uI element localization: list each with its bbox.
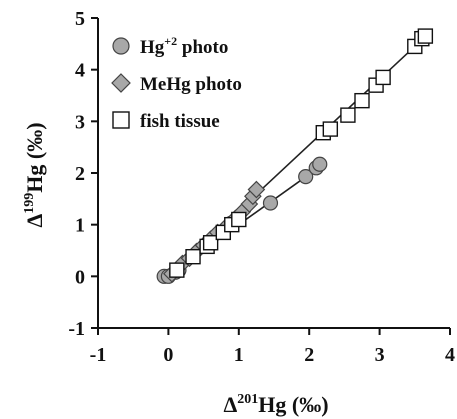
x-tick-label: -1 [90, 344, 107, 366]
square-point [354, 92, 370, 109]
legend-label-series-0: Hg+2 photo [140, 34, 228, 58]
y-tick-label: 5 [75, 8, 85, 30]
legend-marker-square [112, 111, 130, 129]
legend-label-series-2: fish tissue [140, 111, 220, 132]
y-tick-label: 2 [75, 163, 85, 185]
x-tick-label: 1 [234, 344, 244, 366]
x-tick-label: 3 [375, 344, 385, 366]
x-tick-label: 0 [163, 344, 173, 366]
legend-label-series-1: MeHg photo [140, 74, 242, 95]
x-tick-label: 4 [445, 344, 455, 366]
square-point [322, 121, 339, 137]
square-point [169, 262, 185, 278]
y-tick-label: 3 [75, 111, 85, 133]
legend-marker-circle [112, 37, 130, 55]
x-tick-label: 2 [304, 344, 314, 366]
square-point [417, 28, 434, 44]
diamond-point [247, 180, 266, 199]
y-tick-label: -1 [68, 318, 85, 340]
square-point [185, 248, 201, 265]
ticks: -1 0 1 2 3 4 -1 0 1 2 3 4 5 [68, 8, 455, 366]
square-point [340, 107, 356, 123]
square-point [375, 69, 391, 86]
y-tick-label: 1 [75, 215, 85, 237]
circle-point [262, 195, 279, 211]
legend-marker-diamond [111, 73, 131, 93]
circle-point [298, 169, 314, 185]
y-axis-title: Δ199Hg (‰) [22, 122, 47, 227]
x-axis-title: Δ201Hg (‰) [223, 392, 328, 417]
legend: Hg+2 photo MeHg photo fish tissue [111, 34, 242, 132]
data-points [156, 28, 434, 284]
series-2-points [169, 28, 434, 278]
square-point [231, 211, 247, 228]
y-tick-label: 0 [75, 266, 85, 288]
circle-point [312, 156, 328, 172]
y-tick-label: 4 [75, 60, 85, 82]
square-point [202, 235, 219, 251]
